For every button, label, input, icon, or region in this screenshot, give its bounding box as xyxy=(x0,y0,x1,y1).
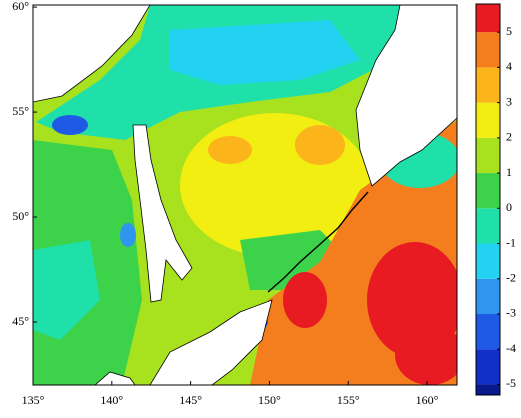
colorbar-band xyxy=(476,4,500,33)
colorbar-label: 2 xyxy=(506,130,512,144)
field-region xyxy=(395,325,457,385)
colorbar-label: 4 xyxy=(506,59,512,73)
field-region xyxy=(295,125,345,165)
map-field xyxy=(33,5,457,385)
axes: 135° 140° 145° 150° 155° 160° 45° 50° 55° 60° xyxy=(12,0,438,407)
field-region xyxy=(120,223,136,247)
colorbar: -5 -4 -3 -2 -1 0 1 2 3 4 5 xyxy=(475,3,516,396)
x-tick-label: 155° xyxy=(337,393,360,407)
colorbar-label: 3 xyxy=(506,94,512,108)
field-region xyxy=(52,115,88,135)
colorbar-band xyxy=(476,384,500,395)
land-hokkaido xyxy=(149,299,273,385)
field-region xyxy=(208,136,252,164)
land-coast xyxy=(94,371,136,385)
x-tick-label: 135° xyxy=(22,393,45,407)
kuril-islands xyxy=(267,191,369,293)
colorbar-label: -3 xyxy=(506,306,516,320)
colorbar-label: -2 xyxy=(506,271,516,285)
x-tick-label: 145° xyxy=(179,393,202,407)
colorbar-band xyxy=(476,137,500,174)
field-region xyxy=(170,20,360,85)
colorbar-label: -5 xyxy=(506,376,516,390)
colorbar-label: 5 xyxy=(506,24,512,38)
land-sakhalin xyxy=(132,124,193,303)
y-tick-label: 45° xyxy=(12,314,29,328)
colorbar-band xyxy=(476,243,500,279)
land-mainland xyxy=(33,5,151,103)
x-tick-label: 150° xyxy=(258,393,281,407)
colorbar-band xyxy=(476,313,500,350)
x-tick-label: 160° xyxy=(416,393,439,407)
colorbar-band xyxy=(476,278,500,314)
x-tick-label: 140° xyxy=(100,393,123,407)
y-tick-label: 55° xyxy=(12,104,29,118)
y-tick-label: 50° xyxy=(12,209,29,223)
colorbar-band xyxy=(476,67,500,103)
colorbar-label: -1 xyxy=(506,235,516,249)
land-kamchatka xyxy=(355,5,457,187)
field-region xyxy=(283,272,327,328)
y-tick-label: 60° xyxy=(12,0,29,13)
colorbar-band xyxy=(476,349,500,385)
colorbar-label: -4 xyxy=(506,341,516,355)
colorbar-band xyxy=(476,208,500,244)
colorbar-label: 1 xyxy=(506,165,512,179)
field-region xyxy=(33,240,100,340)
colorbar-band xyxy=(476,102,500,138)
colorbar-band xyxy=(476,173,500,209)
colorbar-band xyxy=(476,32,500,68)
map-frame xyxy=(32,4,458,386)
colorbar-label: 0 xyxy=(506,200,512,214)
colorbar-frame xyxy=(475,3,501,396)
